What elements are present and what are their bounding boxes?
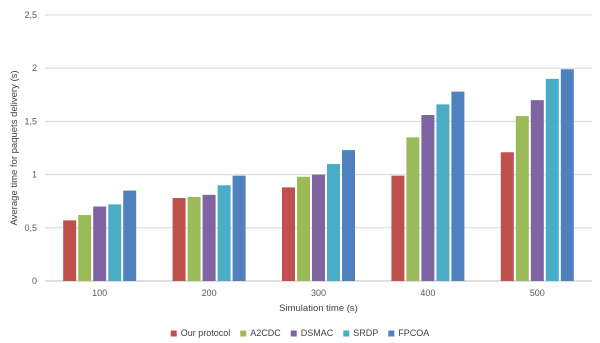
y-tick-label: 0,5	[24, 223, 37, 233]
bar-fpcoa-300	[342, 150, 355, 281]
x-axis-title: Simulation time (s)	[279, 303, 358, 314]
bar-a2cdc-400	[406, 137, 420, 281]
y-axis-title: Average time for paquets delivery (s)	[9, 70, 20, 225]
bar-srdp-300	[327, 163, 340, 281]
x-tick-label: 200	[202, 288, 217, 298]
bar-our-protocol-100	[63, 220, 77, 281]
legend-item: SRDP	[343, 328, 378, 338]
y-axis-ticks: 0 0,5 1 1,5 2 2,5	[24, 10, 37, 286]
y-tick-label: 1	[32, 170, 37, 180]
legend-label: DSMAC	[301, 328, 334, 338]
bar-dsmac-300	[312, 174, 325, 281]
bar-fpcoa-500	[560, 69, 574, 281]
bar-a2cdc-200	[187, 196, 201, 281]
bar-dsmac-100	[93, 206, 107, 281]
bar-srdp-100	[108, 204, 122, 281]
bar-srdp-500	[545, 78, 559, 281]
y-tick-label: 0	[32, 276, 37, 286]
legend-swatch	[240, 330, 247, 337]
legend-item: FPCOA	[388, 328, 429, 338]
legend-swatch	[290, 330, 297, 337]
legend-label: A2CDC	[250, 328, 281, 338]
y-tick-label: 1,5	[24, 116, 37, 126]
bar-srdp-200	[217, 185, 231, 281]
bar-srdp-400	[436, 104, 450, 281]
y-tick-label: 2,5	[24, 10, 37, 20]
bar-fpcoa-100	[123, 190, 137, 281]
bar-dsmac-400	[421, 115, 435, 282]
bar-a2cdc-300	[297, 176, 310, 281]
x-axis-ticks: 100 200 300 400 500	[92, 288, 545, 298]
legend-item: A2CDC	[240, 328, 281, 338]
legend-label: Our protocol	[181, 328, 231, 338]
bar-fpcoa-200	[232, 175, 246, 281]
legend-swatch	[343, 330, 350, 337]
legend-swatch	[388, 330, 395, 337]
bar-a2cdc-100	[78, 215, 92, 281]
x-tick-label: 400	[420, 288, 435, 298]
bar-our-protocol-400	[391, 175, 405, 281]
y-tick-label: 2	[32, 63, 37, 73]
legend-item: Our protocol	[170, 328, 231, 338]
legend-item: DSMAC	[290, 328, 334, 338]
bar-our-protocol-200	[172, 198, 186, 281]
legend: Our protocol A2CDC DSMAC SRDP FPCOA	[170, 328, 429, 338]
x-tick-label: 500	[530, 288, 545, 298]
legend-swatch	[170, 330, 177, 337]
legend-label: FPCOA	[398, 328, 429, 338]
bar-our-protocol-300	[282, 187, 295, 281]
bar-our-protocol-500	[500, 152, 514, 281]
legend-label: SRDP	[353, 328, 378, 338]
bar-dsmac-500	[530, 100, 544, 282]
bar-a2cdc-500	[515, 116, 529, 281]
bar-dsmac-200	[202, 194, 216, 281]
x-tick-label: 300	[311, 288, 326, 298]
bar-fpcoa-400	[451, 91, 465, 281]
bars	[63, 69, 574, 282]
x-tick-label: 100	[92, 288, 107, 298]
